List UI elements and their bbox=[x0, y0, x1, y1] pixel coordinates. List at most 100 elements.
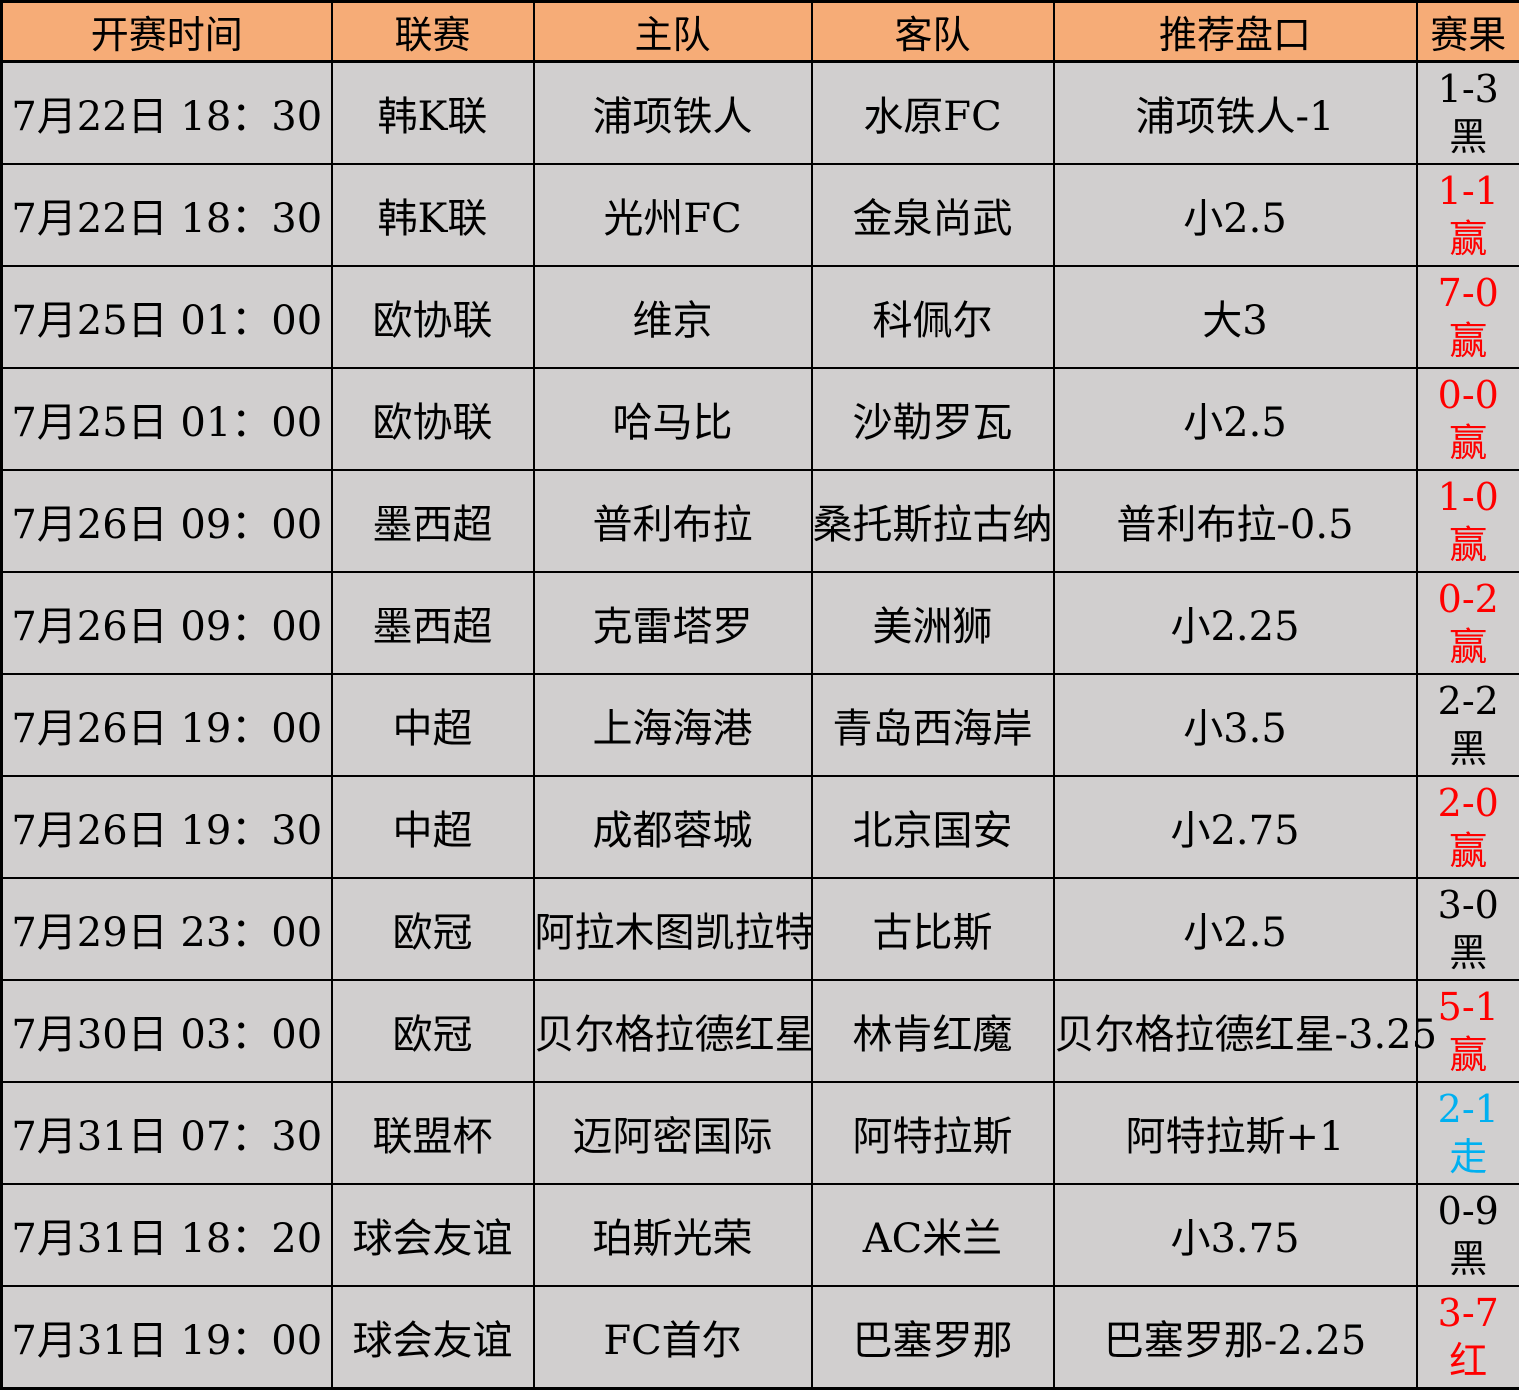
cell-kickoff-time: 7月25日 01：00 bbox=[2, 368, 332, 470]
cell-league: 墨西超 bbox=[332, 572, 534, 674]
cell-result: 7-0 赢 bbox=[1417, 266, 1519, 368]
cell-home-team: 浦项铁人 bbox=[534, 62, 812, 165]
cell-kickoff-time: 7月31日 19：00 bbox=[2, 1286, 332, 1389]
cell-home-team: 成都蓉城 bbox=[534, 776, 812, 878]
table-body: 7月22日 18：30 韩K联 浦项铁人 水原FC 浦项铁人-1 1-3 黑 7… bbox=[2, 62, 1519, 1389]
cell-league: 韩K联 bbox=[332, 62, 534, 165]
result-verdict: 黑 bbox=[1418, 725, 1519, 773]
cell-kickoff-time: 7月26日 19：30 bbox=[2, 776, 332, 878]
cell-home-team: 哈马比 bbox=[534, 368, 812, 470]
result-score: 1-0 bbox=[1418, 473, 1519, 521]
header-row: 开赛时间 联赛 主队 客队 推荐盘口 赛果 bbox=[2, 2, 1519, 62]
cell-away-team: 美洲狮 bbox=[812, 572, 1054, 674]
cell-handicap: 巴塞罗那-2.25 bbox=[1054, 1286, 1417, 1389]
result-score: 0-9 bbox=[1418, 1187, 1519, 1235]
cell-result: 2-2 黑 bbox=[1417, 674, 1519, 776]
cell-home-team: 迈阿密国际 bbox=[534, 1082, 812, 1184]
cell-handicap: 阿特拉斯+1 bbox=[1054, 1082, 1417, 1184]
cell-handicap: 小2.75 bbox=[1054, 776, 1417, 878]
cell-away-team: 阿特拉斯 bbox=[812, 1082, 1054, 1184]
cell-result: 1-1 赢 bbox=[1417, 164, 1519, 266]
cell-kickoff-time: 7月31日 07：30 bbox=[2, 1082, 332, 1184]
cell-home-team: 光州FC bbox=[534, 164, 812, 266]
cell-result: 2-0 赢 bbox=[1417, 776, 1519, 878]
result-score: 3-7 bbox=[1418, 1289, 1519, 1337]
cell-away-team: AC米兰 bbox=[812, 1184, 1054, 1286]
result-verdict: 赢 bbox=[1418, 521, 1519, 569]
result-verdict: 黑 bbox=[1418, 929, 1519, 977]
match-row: 7月25日 01：00 欧协联 哈马比 沙勒罗瓦 小2.5 0-0 赢 bbox=[2, 368, 1519, 470]
cell-league: 墨西超 bbox=[332, 470, 534, 572]
cell-away-team: 青岛西海岸 bbox=[812, 674, 1054, 776]
cell-away-team: 科佩尔 bbox=[812, 266, 1054, 368]
cell-away-team: 水原FC bbox=[812, 62, 1054, 165]
cell-kickoff-time: 7月29日 23：00 bbox=[2, 878, 332, 980]
cell-handicap: 小2.5 bbox=[1054, 878, 1417, 980]
match-row: 7月22日 18：30 韩K联 浦项铁人 水原FC 浦项铁人-1 1-3 黑 bbox=[2, 62, 1519, 165]
match-row: 7月29日 23：00 欧冠 阿拉木图凯拉特 古比斯 小2.5 3-0 黑 bbox=[2, 878, 1519, 980]
cell-league: 欧协联 bbox=[332, 266, 534, 368]
cell-league: 欧冠 bbox=[332, 878, 534, 980]
result-score: 0-0 bbox=[1418, 371, 1519, 419]
match-row: 7月22日 18：30 韩K联 光州FC 金泉尚武 小2.5 1-1 赢 bbox=[2, 164, 1519, 266]
cell-home-team: 克雷塔罗 bbox=[534, 572, 812, 674]
cell-kickoff-time: 7月30日 03：00 bbox=[2, 980, 332, 1082]
cell-result: 1-3 黑 bbox=[1417, 62, 1519, 165]
cell-result: 0-9 黑 bbox=[1417, 1184, 1519, 1286]
result-score: 2-2 bbox=[1418, 677, 1519, 725]
col-header-home-team: 主队 bbox=[534, 2, 812, 62]
cell-handicap: 小2.5 bbox=[1054, 164, 1417, 266]
cell-league: 中超 bbox=[332, 776, 534, 878]
match-row: 7月26日 09：00 墨西超 克雷塔罗 美洲狮 小2.25 0-2 赢 bbox=[2, 572, 1519, 674]
cell-handicap: 浦项铁人-1 bbox=[1054, 62, 1417, 165]
cell-handicap: 小3.75 bbox=[1054, 1184, 1417, 1286]
result-verdict: 赢 bbox=[1418, 419, 1519, 467]
result-verdict: 黑 bbox=[1418, 1235, 1519, 1283]
col-header-league: 联赛 bbox=[332, 2, 534, 62]
cell-result: 3-0 黑 bbox=[1417, 878, 1519, 980]
result-verdict: 赢 bbox=[1418, 827, 1519, 875]
result-verdict: 赢 bbox=[1418, 317, 1519, 365]
result-score: 0-2 bbox=[1418, 575, 1519, 623]
match-row: 7月30日 03：00 欧冠 贝尔格拉德红星 林肯红魔 贝尔格拉德红星-3.25… bbox=[2, 980, 1519, 1082]
result-score: 1-1 bbox=[1418, 167, 1519, 215]
cell-away-team: 桑托斯拉古纳 bbox=[812, 470, 1054, 572]
cell-home-team: 上海海港 bbox=[534, 674, 812, 776]
cell-kickoff-time: 7月26日 09：00 bbox=[2, 572, 332, 674]
cell-kickoff-time: 7月31日 18：20 bbox=[2, 1184, 332, 1286]
cell-handicap: 小3.5 bbox=[1054, 674, 1417, 776]
cell-result: 0-2 赢 bbox=[1417, 572, 1519, 674]
cell-result: 2-1 走 bbox=[1417, 1082, 1519, 1184]
cell-handicap: 大3 bbox=[1054, 266, 1417, 368]
cell-kickoff-time: 7月22日 18：30 bbox=[2, 164, 332, 266]
cell-league: 韩K联 bbox=[332, 164, 534, 266]
cell-handicap: 普利布拉-0.5 bbox=[1054, 470, 1417, 572]
result-score: 2-0 bbox=[1418, 779, 1519, 827]
cell-home-team: 珀斯光荣 bbox=[534, 1184, 812, 1286]
col-header-result: 赛果 bbox=[1417, 2, 1519, 62]
match-row: 7月31日 07：30 联盟杯 迈阿密国际 阿特拉斯 阿特拉斯+1 2-1 走 bbox=[2, 1082, 1519, 1184]
result-score: 3-0 bbox=[1418, 881, 1519, 929]
cell-home-team: 贝尔格拉德红星 bbox=[534, 980, 812, 1082]
result-verdict: 赢 bbox=[1418, 623, 1519, 671]
cell-handicap: 贝尔格拉德红星-3.25 bbox=[1054, 980, 1417, 1082]
cell-home-team: 维京 bbox=[534, 266, 812, 368]
result-verdict: 黑 bbox=[1418, 113, 1519, 161]
col-header-handicap: 推荐盘口 bbox=[1054, 2, 1417, 62]
cell-away-team: 金泉尚武 bbox=[812, 164, 1054, 266]
result-verdict: 赢 bbox=[1418, 215, 1519, 263]
col-header-kickoff-time: 开赛时间 bbox=[2, 2, 332, 62]
cell-away-team: 北京国安 bbox=[812, 776, 1054, 878]
match-row: 7月26日 09：00 墨西超 普利布拉 桑托斯拉古纳 普利布拉-0.5 1-0… bbox=[2, 470, 1519, 572]
cell-league: 球会友谊 bbox=[332, 1286, 534, 1389]
match-row: 7月31日 19：00 球会友谊 FC首尔 巴塞罗那 巴塞罗那-2.25 3-7… bbox=[2, 1286, 1519, 1389]
cell-handicap: 小2.25 bbox=[1054, 572, 1417, 674]
cell-result: 0-0 赢 bbox=[1417, 368, 1519, 470]
match-row: 7月26日 19：30 中超 成都蓉城 北京国安 小2.75 2-0 赢 bbox=[2, 776, 1519, 878]
cell-kickoff-time: 7月26日 09：00 bbox=[2, 470, 332, 572]
cell-home-team: FC首尔 bbox=[534, 1286, 812, 1389]
cell-home-team: 普利布拉 bbox=[534, 470, 812, 572]
cell-kickoff-time: 7月26日 19：00 bbox=[2, 674, 332, 776]
result-score: 2-1 bbox=[1418, 1085, 1519, 1133]
